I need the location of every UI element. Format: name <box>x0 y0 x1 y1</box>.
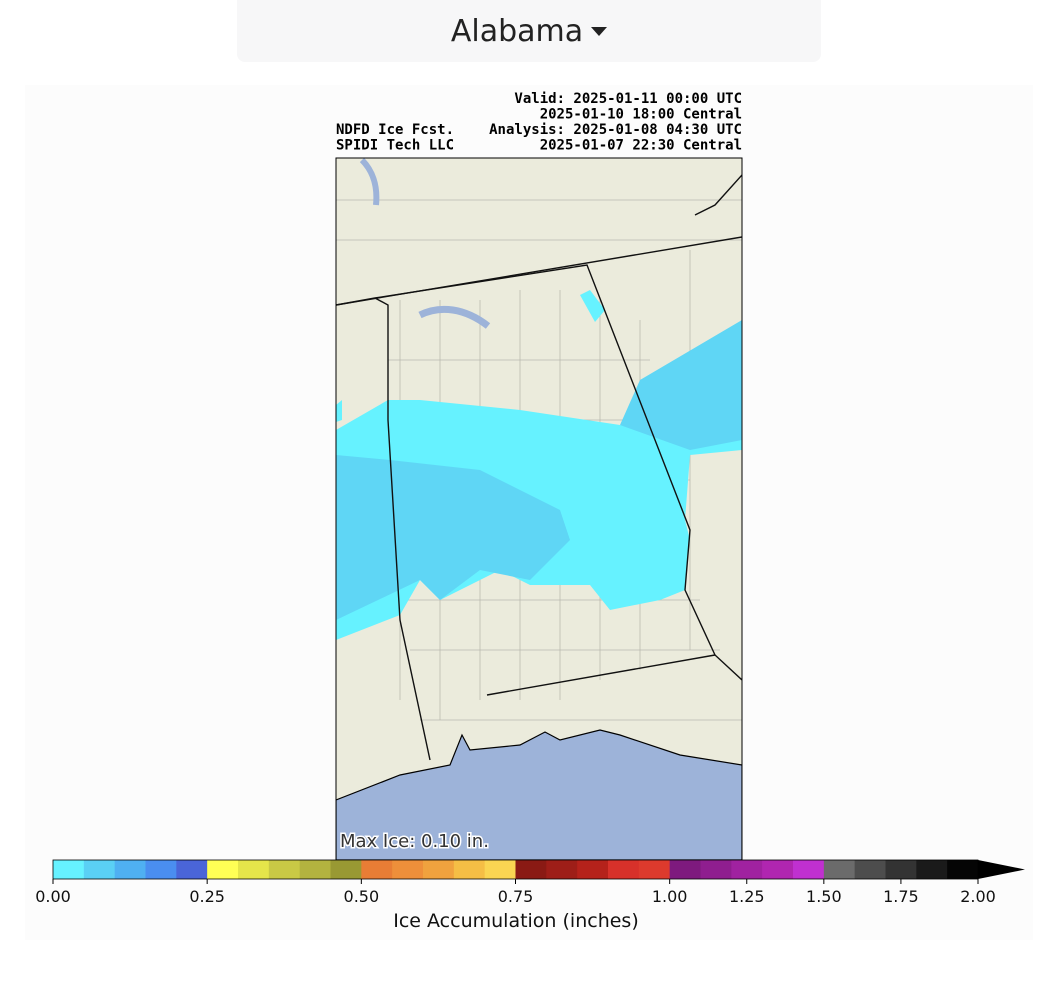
header-left: NDFD Ice Fcst. <box>336 122 454 138</box>
state-dropdown[interactable]: Alabama <box>237 0 821 62</box>
colorbar-tick-label: 1.00 <box>652 887 688 906</box>
colorbar-tick-label: 0.75 <box>498 887 534 906</box>
header-right: Valid: 2025-01-11 00:00 UTC <box>514 91 742 107</box>
header-right: 2025-01-07 22:30 Central <box>540 138 742 154</box>
colorbar-segment <box>423 860 455 879</box>
colorbar-segment <box>238 860 270 879</box>
colorbar-tick-label: 1.75 <box>883 887 919 906</box>
colorbar-extend <box>978 860 1025 879</box>
colorbar-tick-label: 0.25 <box>189 887 225 906</box>
colorbar-segment <box>608 860 640 879</box>
colorbar-segment <box>83 860 116 879</box>
colorbar-segment <box>268 860 301 879</box>
colorbar-segment <box>53 860 85 879</box>
colorbar-segment <box>392 860 424 879</box>
colorbar-tick-label: 2.00 <box>960 887 996 906</box>
colorbar-segment <box>854 860 886 879</box>
colorbar-segment <box>484 860 516 879</box>
colorbar-segment <box>176 860 208 879</box>
colorbar-segment <box>793 860 825 879</box>
colorbar-segment <box>638 860 671 879</box>
colorbar-label: Ice Accumulation (inches) <box>393 910 639 932</box>
colorbar-tick-label: 0.00 <box>35 887 71 906</box>
colorbar-segment <box>145 860 177 879</box>
colorbar-segment <box>762 860 794 879</box>
colorbar-tick-label: 1.50 <box>806 887 842 906</box>
colorbar-segment <box>515 860 547 879</box>
header-right: 2025-01-10 18:00 Central <box>540 107 742 123</box>
colorbar-tick-label: 1.25 <box>729 887 765 906</box>
colorbar-segment <box>669 860 701 879</box>
colorbar-segment <box>947 860 979 879</box>
header-left: SPIDI Tech LLC <box>336 138 454 154</box>
colorbar-segment <box>916 860 948 879</box>
header-right: Analysis: 2025-01-08 04:30 UTC <box>489 122 742 138</box>
map <box>336 158 742 860</box>
colorbar-segment <box>546 860 578 879</box>
colorbar-segment <box>330 860 362 879</box>
colorbar-tick-label: 0.50 <box>344 887 380 906</box>
colorbar-segment <box>731 860 763 879</box>
colorbar-segment <box>823 860 856 879</box>
colorbar-segment <box>361 860 393 879</box>
colorbar-segment <box>114 860 146 879</box>
colorbar-segment <box>885 860 917 879</box>
colorbar-segment <box>453 860 486 879</box>
max-ice-annotation: Max Ice: 0.10 in. <box>340 831 489 852</box>
caret <box>591 26 608 36</box>
colorbar-segment <box>700 860 732 879</box>
colorbar-segment <box>577 860 609 879</box>
colorbar-segment <box>299 860 331 879</box>
dropdown-label: Alabama <box>450 13 584 49</box>
colorbar-segment <box>207 860 239 879</box>
